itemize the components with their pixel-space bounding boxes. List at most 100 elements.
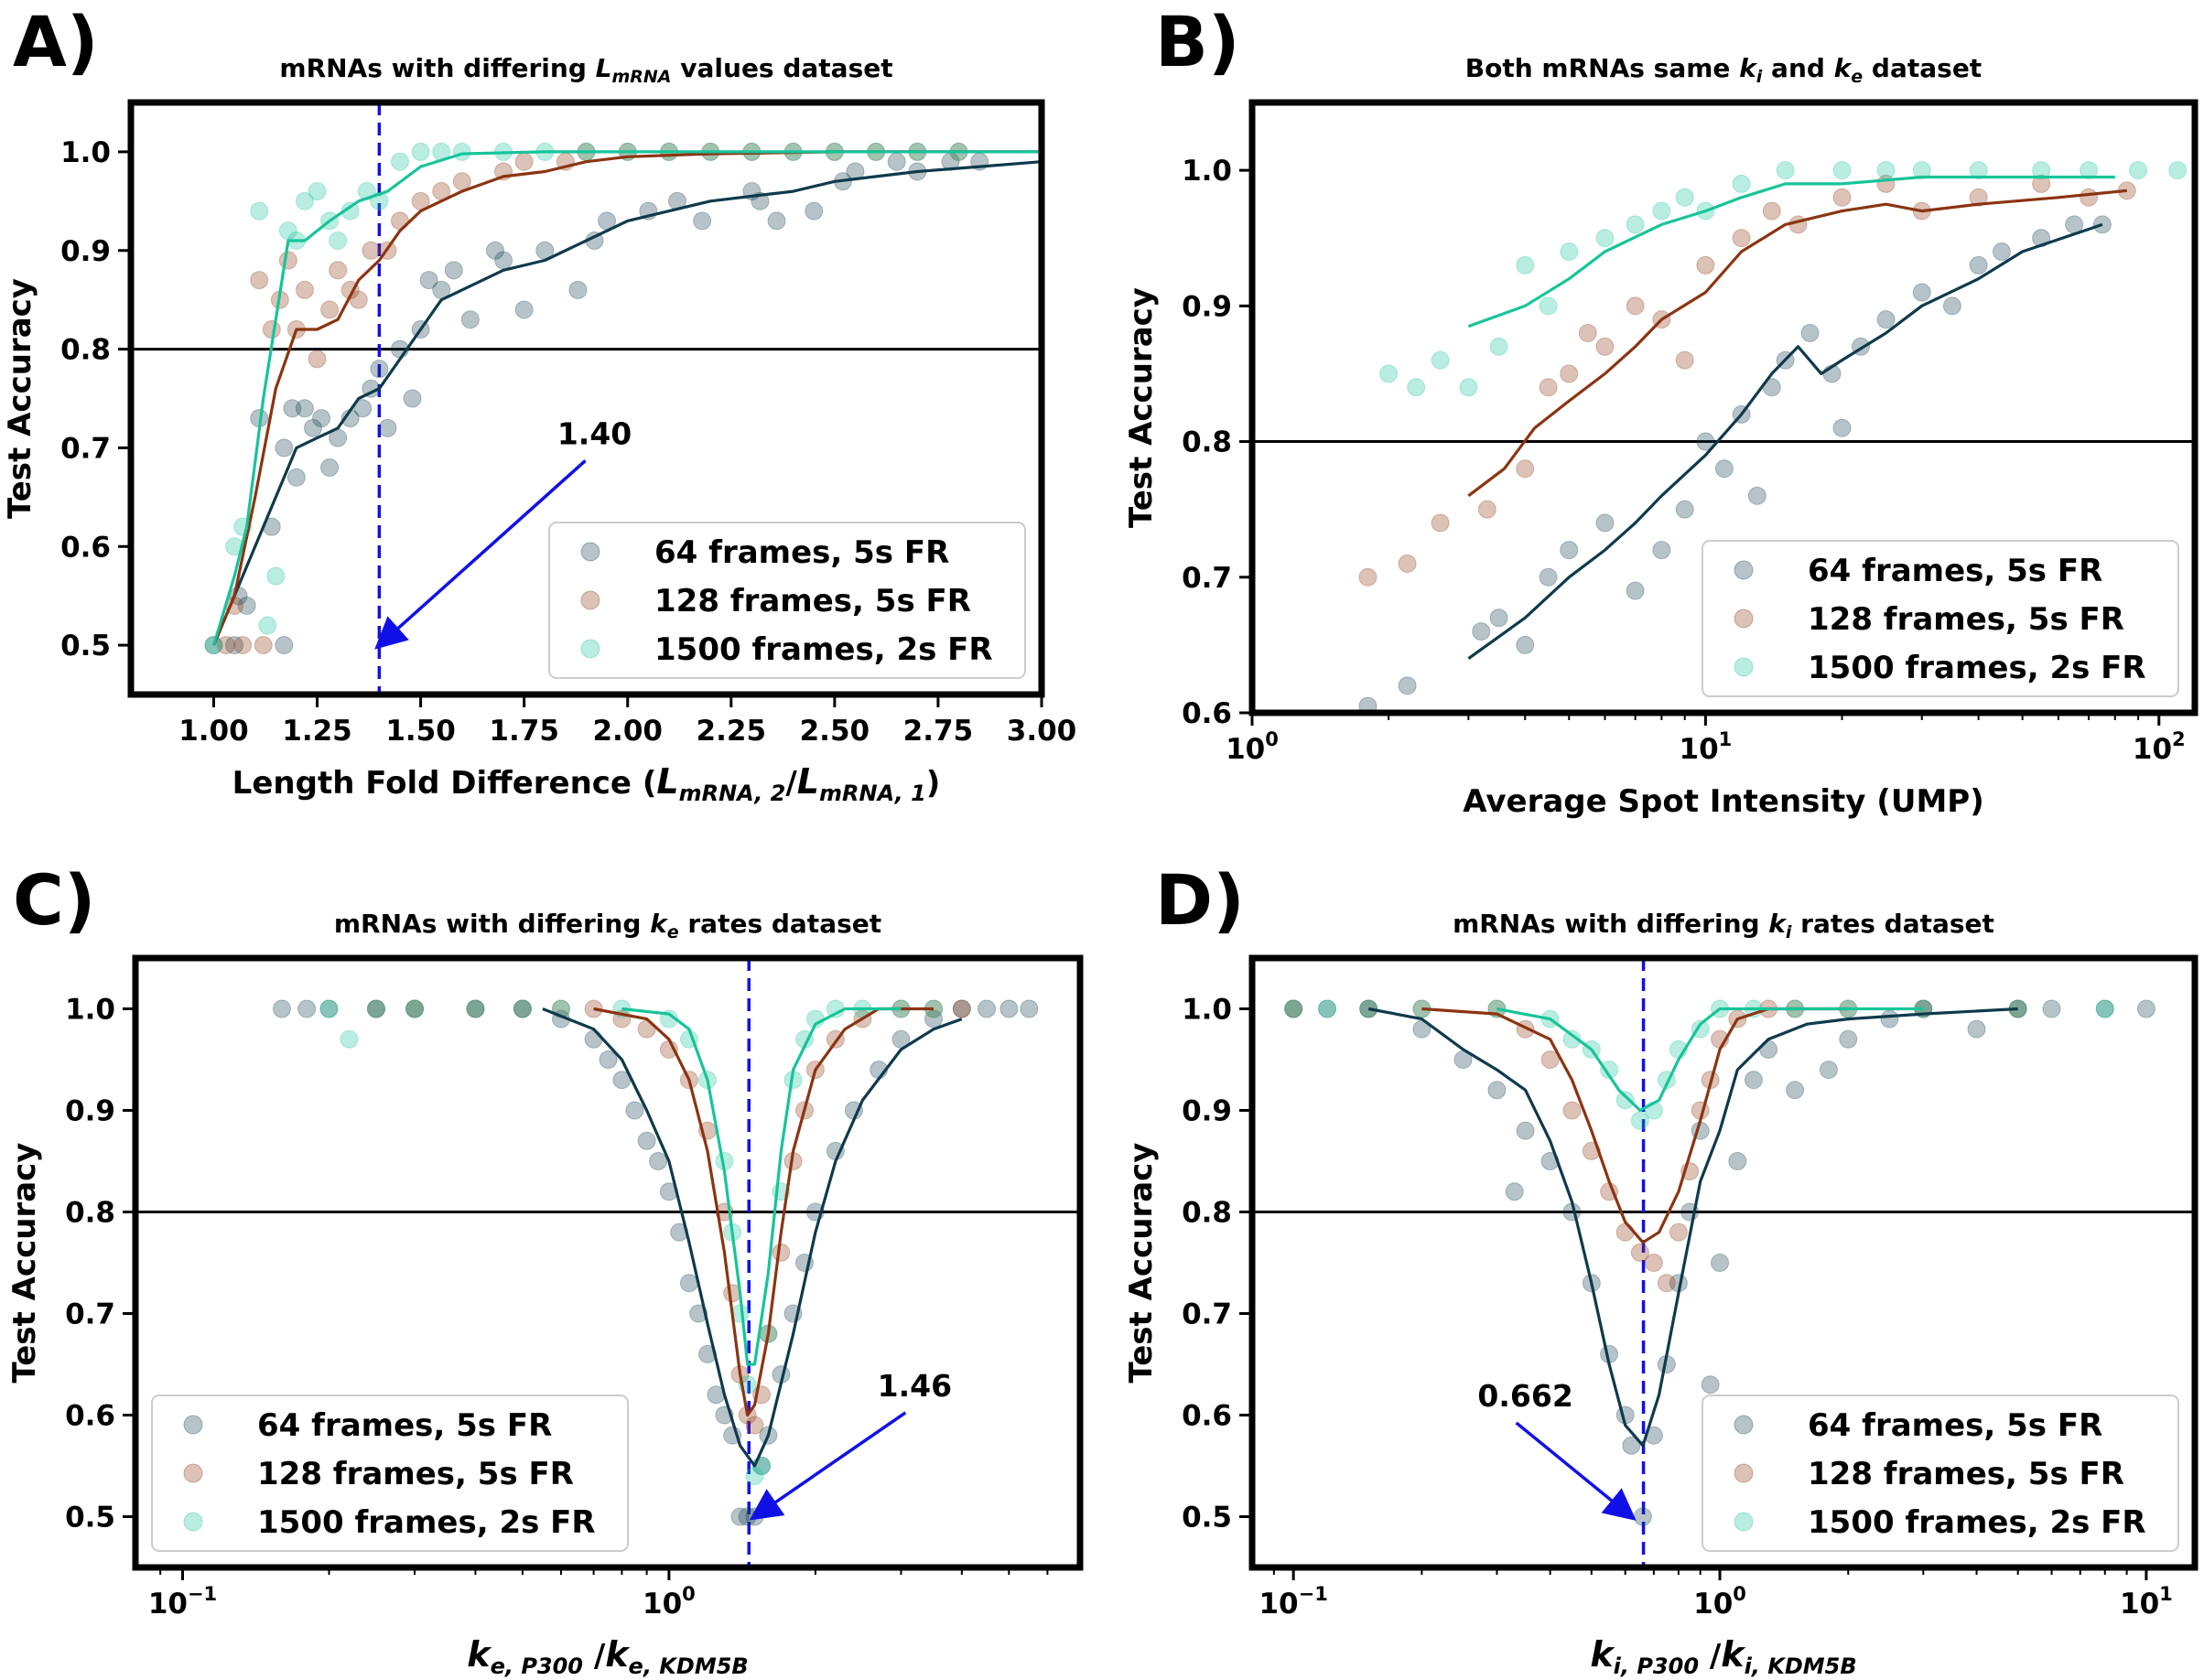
legend-marker: [183, 1512, 203, 1532]
x-tick-label: 10−1: [1259, 1583, 1327, 1621]
data-point: [1819, 1061, 1838, 1080]
chart-title: mRNAs with differing ki rates dataset: [1453, 909, 1994, 942]
data-point: [637, 1131, 656, 1150]
data-point: [1696, 255, 1715, 275]
data-point: [730, 1507, 750, 1526]
data-point: [1876, 161, 1896, 180]
data-point: [1675, 350, 1694, 370]
legend-marker: [580, 542, 600, 562]
data-point: [1505, 1182, 1524, 1201]
panel-a: A) mRNAs with differing LmRNA values data…: [2, 1, 1076, 806]
data-point: [1776, 161, 1795, 180]
y-tick-label: 0.6: [1182, 1400, 1232, 1433]
data-point: [275, 636, 294, 655]
series-2: [1358, 174, 2136, 587]
data-point: [250, 201, 269, 221]
y-tick-label: 1.0: [1182, 994, 1232, 1027]
plot-data: [1358, 161, 2188, 713]
data-point: [1992, 242, 2011, 262]
data-point: [1560, 541, 1579, 560]
data-point: [1912, 283, 1931, 302]
data-point: [250, 271, 269, 290]
legend-marker: [1734, 1415, 1754, 1435]
chart-title: mRNAs with differing ke rates dataset: [334, 909, 881, 942]
x-tick-label: 1.25: [282, 715, 352, 748]
data-point: [444, 261, 463, 280]
data-point: [1969, 255, 1988, 275]
trend-line: [542, 1007, 963, 1468]
data-point: [366, 999, 385, 1018]
data-point: [1644, 1254, 1663, 1272]
data-point: [460, 310, 480, 329]
data-point: [1560, 364, 1579, 383]
legend-entry: 128 frames, 5s FR: [654, 583, 971, 619]
data-point: [1358, 696, 1378, 713]
y-tick-label: 0.9: [1182, 290, 1232, 323]
trend-line: [621, 1007, 902, 1366]
legend-entry: 64 frames, 5s FR: [1808, 1407, 2102, 1444]
x-tick-label: 101: [2120, 1583, 2173, 1621]
data-point: [1714, 459, 1734, 479]
data-point: [237, 596, 256, 615]
data-point: [390, 152, 409, 171]
data-point: [262, 320, 281, 339]
legend-entry: 1500 frames, 2s FR: [1808, 1504, 2146, 1541]
data-point: [254, 636, 273, 655]
x-tick-label: 2.25: [697, 715, 767, 748]
series-2: [1284, 999, 2027, 1293]
data-point: [693, 211, 712, 231]
x-axis-label: Length Fold Difference (LmRNA, 2/LmRNA, …: [232, 761, 941, 806]
data-point: [295, 191, 314, 210]
legend-entry: 64 frames, 5s FR: [654, 534, 949, 571]
data-point: [2136, 999, 2155, 1018]
data-point: [1358, 567, 1378, 587]
data-point: [1786, 1081, 1805, 1100]
data-point: [466, 999, 485, 1018]
data-point: [999, 999, 1019, 1018]
data-point: [767, 211, 786, 231]
data-point: [1880, 1009, 1899, 1028]
data-point: [2095, 999, 2114, 1018]
x-tick-label: 100: [1226, 728, 1279, 766]
annotation-label: 1.40: [557, 415, 632, 451]
legend-marker: [580, 639, 600, 659]
data-point: [266, 566, 286, 586]
data-point: [1633, 1507, 1652, 1526]
y-axis-label: Test Accuracy: [2, 278, 38, 519]
trend-line: [1467, 175, 2115, 328]
y-axis-label: Test Accuracy: [1123, 287, 1160, 528]
data-point: [1539, 296, 1558, 316]
data-point: [513, 999, 532, 1018]
data-point: [283, 399, 302, 418]
panel-b: B) Both mRNAs same ki and ke dataset 0.6 0.…: [1123, 1, 2199, 820]
data-point: [1398, 676, 1417, 695]
legend-box: [151, 1395, 629, 1552]
legend-entry: 1500 frames, 2s FR: [1808, 650, 2146, 686]
data-point: [295, 399, 314, 418]
y-tick-label: 0.6: [65, 1400, 115, 1433]
data-point: [513, 999, 532, 1018]
data-point: [1318, 999, 1337, 1018]
data-point: [952, 999, 971, 1018]
plot-frame: [132, 954, 1084, 1571]
data-point: [1630, 1243, 1649, 1262]
data-point: [1595, 229, 1615, 248]
data-point: [225, 636, 244, 655]
y-tick-label: 0.6: [1182, 697, 1232, 730]
plot-data: [1284, 999, 2155, 1526]
plot-data: [204, 142, 1042, 655]
plot-frame: [127, 99, 1045, 698]
data-point: [1284, 999, 1303, 1018]
data-point: [1459, 378, 1478, 397]
data-point: [1020, 999, 1039, 1018]
chart-title: mRNAs with differing LmRNA values datase…: [279, 53, 892, 87]
data-point: [2032, 161, 2051, 180]
data-point: [1969, 188, 1988, 207]
x-axis-label: Average Spot Intensity (UMP): [1463, 783, 1984, 820]
legend-marker: [183, 1463, 203, 1483]
data-point: [1669, 1222, 1688, 1242]
y-tick-label: 1.0: [1182, 155, 1232, 188]
data-point: [952, 999, 971, 1018]
y-tick-label: 0.7: [1182, 1298, 1232, 1331]
data-point: [1626, 581, 1645, 600]
